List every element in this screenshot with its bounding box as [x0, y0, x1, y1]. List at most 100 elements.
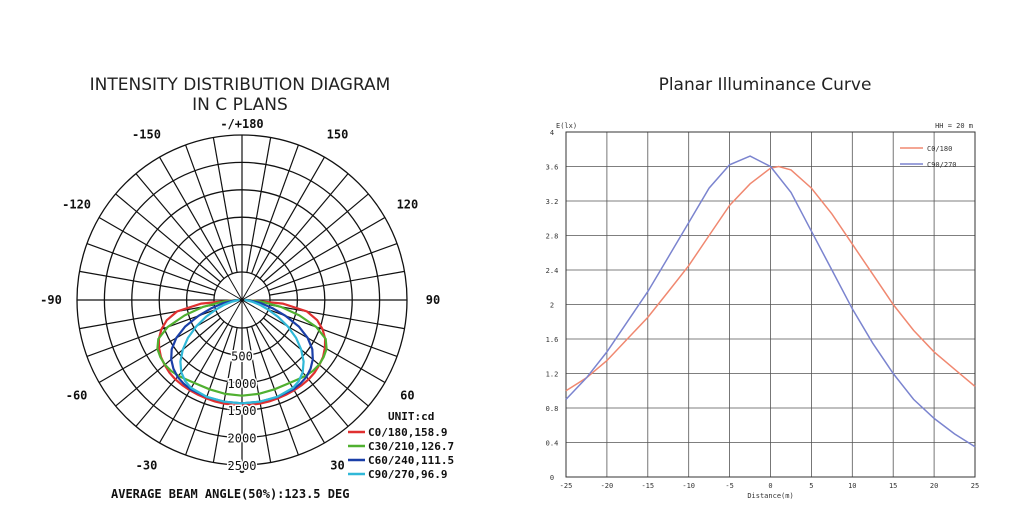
polar-inner-spoke	[241, 299, 267, 315]
polar-grid-spoke	[86, 243, 216, 291]
polar-angle-label: 60	[400, 389, 414, 403]
polar-grid-spoke	[259, 173, 349, 279]
planar-y-tick-label: 4	[550, 129, 554, 137]
planar-y-tick-label: 1.6	[546, 336, 559, 344]
polar-inner-spoke	[217, 285, 243, 301]
polar-unit-label: UNIT:cd	[388, 410, 434, 423]
planar-y-tick-label: 2	[550, 302, 554, 310]
polar-grid-spoke	[115, 317, 221, 407]
polar-angle-label: 0	[238, 462, 245, 476]
planar-y-tick-label: 1.2	[546, 371, 559, 379]
planar-x-tick-label: 10	[848, 482, 856, 490]
planar-height-annotation: HH = 20 m	[935, 122, 973, 130]
polar-angle-label: -120	[62, 198, 91, 212]
planar-y-axis-label: E(lx)	[556, 122, 577, 130]
polar-chart-panel: INTENSITY DISTRIBUTION DIAGRAM IN C PLAN…	[0, 0, 490, 517]
planar-legend-label: C0/180	[927, 145, 952, 153]
polar-grid-spoke	[268, 243, 398, 291]
planar-x-tick-label: 25	[971, 482, 979, 490]
polar-radial-label: 1500	[228, 404, 257, 418]
polar-radial-label: 2000	[228, 432, 257, 446]
polar-grid-spoke	[185, 144, 233, 274]
planar-x-tick-label: 5	[809, 482, 813, 490]
polar-grid-spoke	[79, 270, 215, 296]
planar-chart-title: Planar Illuminance Curve	[658, 75, 872, 95]
planar-legend-label: C90/270	[927, 161, 957, 169]
polar-inner-spoke	[241, 299, 257, 325]
polar-legend-label: C90/270,96.9	[368, 468, 447, 481]
planar-x-tick-label: -5	[725, 482, 733, 490]
polar-grid	[76, 134, 408, 466]
polar-intensity-chart: -/+180 150 -150 120 -120 90 -90 60 -60 30 -30 0 500 1…	[40, 117, 454, 501]
planar-illuminance-chart: -25 -20 -15 -10 -5 0 5 10 15 20 25 0 0.4 0.8 1.2 1.6 2 2.…	[546, 122, 980, 500]
polar-grid-spoke	[251, 144, 299, 274]
planar-x-tick-label: 0	[768, 482, 772, 490]
polar-angle-label: 90	[426, 293, 440, 307]
planar-y-tick-label: 0.8	[546, 405, 559, 413]
planar-chart-panel: Planar Illuminance Curve -25 -20 -15 -10 -5 0…	[500, 0, 1021, 517]
polar-angle-label: -60	[66, 389, 88, 403]
planar-plot-frame	[565, 131, 976, 478]
polar-radial-label: 500	[231, 349, 253, 363]
polar-chart-title: INTENSITY DISTRIBUTION DIAGRAM IN C PLAN…	[40, 75, 440, 115]
polar-inner-spoke	[241, 275, 257, 301]
polar-angle-label: -150	[132, 128, 161, 142]
polar-grid-spoke	[212, 137, 238, 273]
polar-grid-spoke	[263, 317, 369, 407]
polar-grid-spoke	[246, 327, 272, 463]
polar-grid-spoke	[98, 216, 219, 287]
polar-inner-spoke	[217, 299, 243, 315]
polar-legend-label: C0/180,158.9	[368, 426, 447, 439]
polar-angle-label: 30	[330, 458, 344, 472]
polar-grid-spoke	[259, 321, 349, 427]
planar-grid	[565, 131, 976, 478]
polar-title-line-1: INTENSITY DISTRIBUTION DIAGRAM	[89, 75, 391, 95]
polar-angle-label: -90	[40, 293, 62, 307]
polar-angle-label: 120	[397, 198, 419, 212]
planar-y-tick-label: 2.8	[546, 233, 559, 241]
planar-x-tick-label: 20	[930, 482, 938, 490]
polar-series-line	[179, 298, 305, 405]
planar-x-tick-label: -20	[601, 482, 614, 490]
polar-grid-spoke	[246, 137, 272, 273]
polar-grid-spoke	[86, 309, 216, 357]
planar-series-line	[565, 155, 976, 448]
planar-y-tick-label: 0.4	[546, 440, 559, 448]
polar-inner-spoke	[227, 275, 243, 301]
polar-grid-spoke	[135, 321, 225, 427]
planar-y-tick-label: 0	[550, 474, 554, 482]
polar-inner-spoke	[241, 285, 267, 301]
polar-beam-angle-footer: AVERAGE BEAM ANGLE(50%):123.5 DEG	[111, 487, 349, 501]
polar-radial-label: 1000	[228, 377, 257, 391]
polar-grid-spoke	[251, 326, 299, 456]
polar-grid-spoke	[265, 216, 386, 287]
polar-legend-label: C30/210,126.7	[368, 440, 454, 453]
planar-x-tick-label: -10	[682, 482, 695, 490]
polar-grid-spoke	[79, 304, 215, 330]
polar-grid-spoke	[255, 156, 326, 277]
planar-y-tick-label: 2.4	[546, 267, 559, 275]
polar-grid-spoke	[135, 173, 225, 279]
polar-series-line	[157, 298, 327, 407]
planar-x-tick-label: -25	[560, 482, 573, 490]
polar-grid-spoke	[269, 304, 405, 330]
planar-x-tick-label: 15	[889, 482, 897, 490]
polar-grid-spoke	[158, 156, 229, 277]
polar-grid-spoke	[269, 270, 405, 296]
polar-angle-label: -/+180	[220, 117, 263, 131]
polar-grid-spoke	[185, 326, 233, 456]
polar-grid-spoke	[268, 309, 398, 357]
polar-title-line-2: IN C PLANS	[192, 95, 288, 115]
polar-radial-label: 2500	[228, 459, 257, 473]
polar-angle-label: 150	[327, 128, 349, 142]
planar-y-tick-label: 3.2	[546, 198, 559, 206]
polar-angle-label: -30	[136, 458, 158, 472]
planar-x-axis-label: Distance(m)	[747, 492, 793, 500]
polar-inner-spoke	[227, 299, 243, 325]
planar-y-tick-label: 3.6	[546, 164, 559, 172]
polar-grid-spoke	[115, 193, 221, 283]
planar-series-line	[565, 165, 976, 392]
polar-grid-spoke	[263, 193, 369, 283]
polar-grid-spoke	[212, 327, 238, 463]
polar-legend-label: C60/240,111.5	[368, 454, 454, 467]
